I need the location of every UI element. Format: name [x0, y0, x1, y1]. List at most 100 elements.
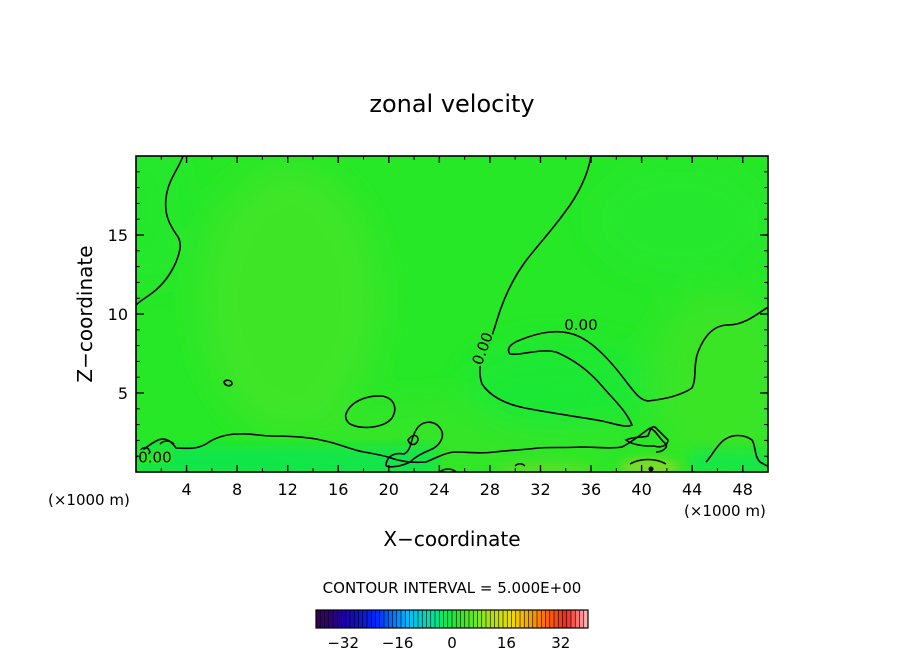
colorbar-tick-labels: −32 −16 0 16 32 [327, 634, 570, 652]
colorbar-tick-label: 32 [551, 634, 570, 652]
shade-weak-negative-mid [465, 340, 655, 430]
colorbar-segment [558, 610, 563, 628]
contour-line [439, 468, 457, 472]
colorbar-segment [545, 610, 551, 628]
contour-label: 0.00 [138, 449, 171, 467]
colorbar-segment [443, 610, 449, 628]
colorbar-tick-label: 0 [447, 634, 457, 652]
colorbar-segment [477, 610, 483, 628]
colorbar-segment [375, 610, 381, 628]
x-tick-label: 28 [480, 480, 500, 499]
colorbar-segment [384, 610, 389, 628]
colorbar-frame [315, 609, 589, 629]
shade-surface-positive-2 [495, 463, 595, 472]
colorbar-segment [460, 610, 466, 628]
colorbar-segment [503, 610, 508, 628]
colorbar-segment [396, 610, 402, 628]
colorbar-segment [333, 610, 338, 628]
colorbar-segment [341, 610, 347, 628]
colorbar-tick-label: −16 [382, 634, 414, 652]
colorbar-segment [541, 610, 546, 628]
x-tick-label: 40 [631, 480, 651, 499]
colorbar-segment [422, 610, 427, 628]
colorbar-segment [575, 610, 580, 628]
contour-line [479, 156, 768, 427]
heatmap-field [136, 156, 768, 472]
colorbar-segment [532, 610, 538, 628]
y-tick-label: 10 [108, 305, 128, 324]
contour-lines [136, 156, 768, 472]
colorbar-segment [316, 610, 321, 628]
colorbar-segment [328, 610, 334, 628]
colorbar [315, 609, 589, 629]
y-tick-label: 15 [108, 226, 128, 245]
colorbar-segment [524, 610, 529, 628]
heatmap-shading [136, 156, 768, 472]
colorbar-segment [537, 610, 542, 628]
colorbar-segment [405, 610, 410, 628]
colorbar-segment [439, 610, 444, 628]
x-tick-label: 36 [581, 480, 601, 499]
colorbar-segment [418, 610, 423, 628]
colorbar-segment [409, 610, 415, 628]
x-axis-unit-right: (×1000 m) [684, 502, 766, 520]
colorbar-segment [566, 610, 572, 628]
contour-line [629, 458, 667, 465]
colorbar-segment [413, 610, 419, 628]
colorbar-segment [571, 610, 576, 628]
colorbar-segment [358, 610, 364, 628]
colorbar-segment [371, 610, 376, 628]
contour-interval-text: CONTOUR INTERVAL = 5.000E+00 [323, 579, 582, 597]
colorbar-segment [447, 610, 453, 628]
contour-line [344, 395, 396, 429]
colorbar-segment [498, 610, 504, 628]
colorbar-segment [367, 610, 372, 628]
colorbar-segment [481, 610, 487, 628]
colorbar-segment [520, 610, 525, 628]
contour-line [139, 446, 151, 456]
contour-line [159, 440, 175, 445]
x-tick-label: 12 [278, 480, 298, 499]
colorbar-segment [511, 610, 517, 628]
colorbar-segment [456, 610, 461, 628]
colorbar-segment [324, 610, 330, 628]
colorbar-segment [528, 610, 534, 628]
colorbar-segment [320, 610, 325, 628]
colorbar-segment [583, 610, 589, 628]
contour-line [136, 156, 184, 306]
y-axis-title: Z−coordinate [73, 245, 97, 382]
shade-weak-positive-right [650, 290, 768, 470]
shade-weak-negative-left [136, 156, 190, 290]
x-tick-label: 20 [379, 480, 399, 499]
shade-weak-positive-center [200, 165, 380, 435]
colorbar-segment [362, 610, 368, 628]
colorbar-segment [392, 610, 398, 628]
colorbar-segment [401, 610, 406, 628]
contour-line [407, 434, 419, 446]
y-tick-label: 5 [118, 384, 128, 403]
colorbar-segment [515, 610, 521, 628]
colorbar-segment [562, 610, 568, 628]
x-axis-ticks: 4 8 12 16 20 24 28 32 36 40 44 48 [160, 156, 753, 499]
colorbar-segment [473, 610, 478, 628]
colorbar-segment [554, 610, 559, 628]
chart-title: zonal velocity [369, 90, 534, 118]
colorbar-segment [490, 610, 495, 628]
colorbar-segment [430, 610, 436, 628]
x-axis-unit-left: (×1000 m) [48, 491, 130, 509]
y-axis-ticks: 5 10 15 [108, 171, 768, 457]
x-axis-title: X−coordinate [383, 527, 520, 551]
colorbar-tick-label: −32 [327, 634, 359, 652]
colorbar-segment [435, 610, 440, 628]
x-tick-label: 4 [181, 480, 191, 499]
x-tick-label: 16 [328, 480, 348, 499]
colorbar-segment [337, 610, 342, 628]
colorbar-segment [350, 610, 355, 628]
colorbar-segment [388, 610, 393, 628]
x-tick-label: 24 [429, 480, 449, 499]
plot-area: 0.000.000.00 4 8 12 16 20 24 28 32 36 40 44 48 5101… [108, 155, 769, 499]
colorbar-segment [469, 610, 474, 628]
x-tick-label: 8 [232, 480, 242, 499]
colorbar-segment [486, 610, 491, 628]
